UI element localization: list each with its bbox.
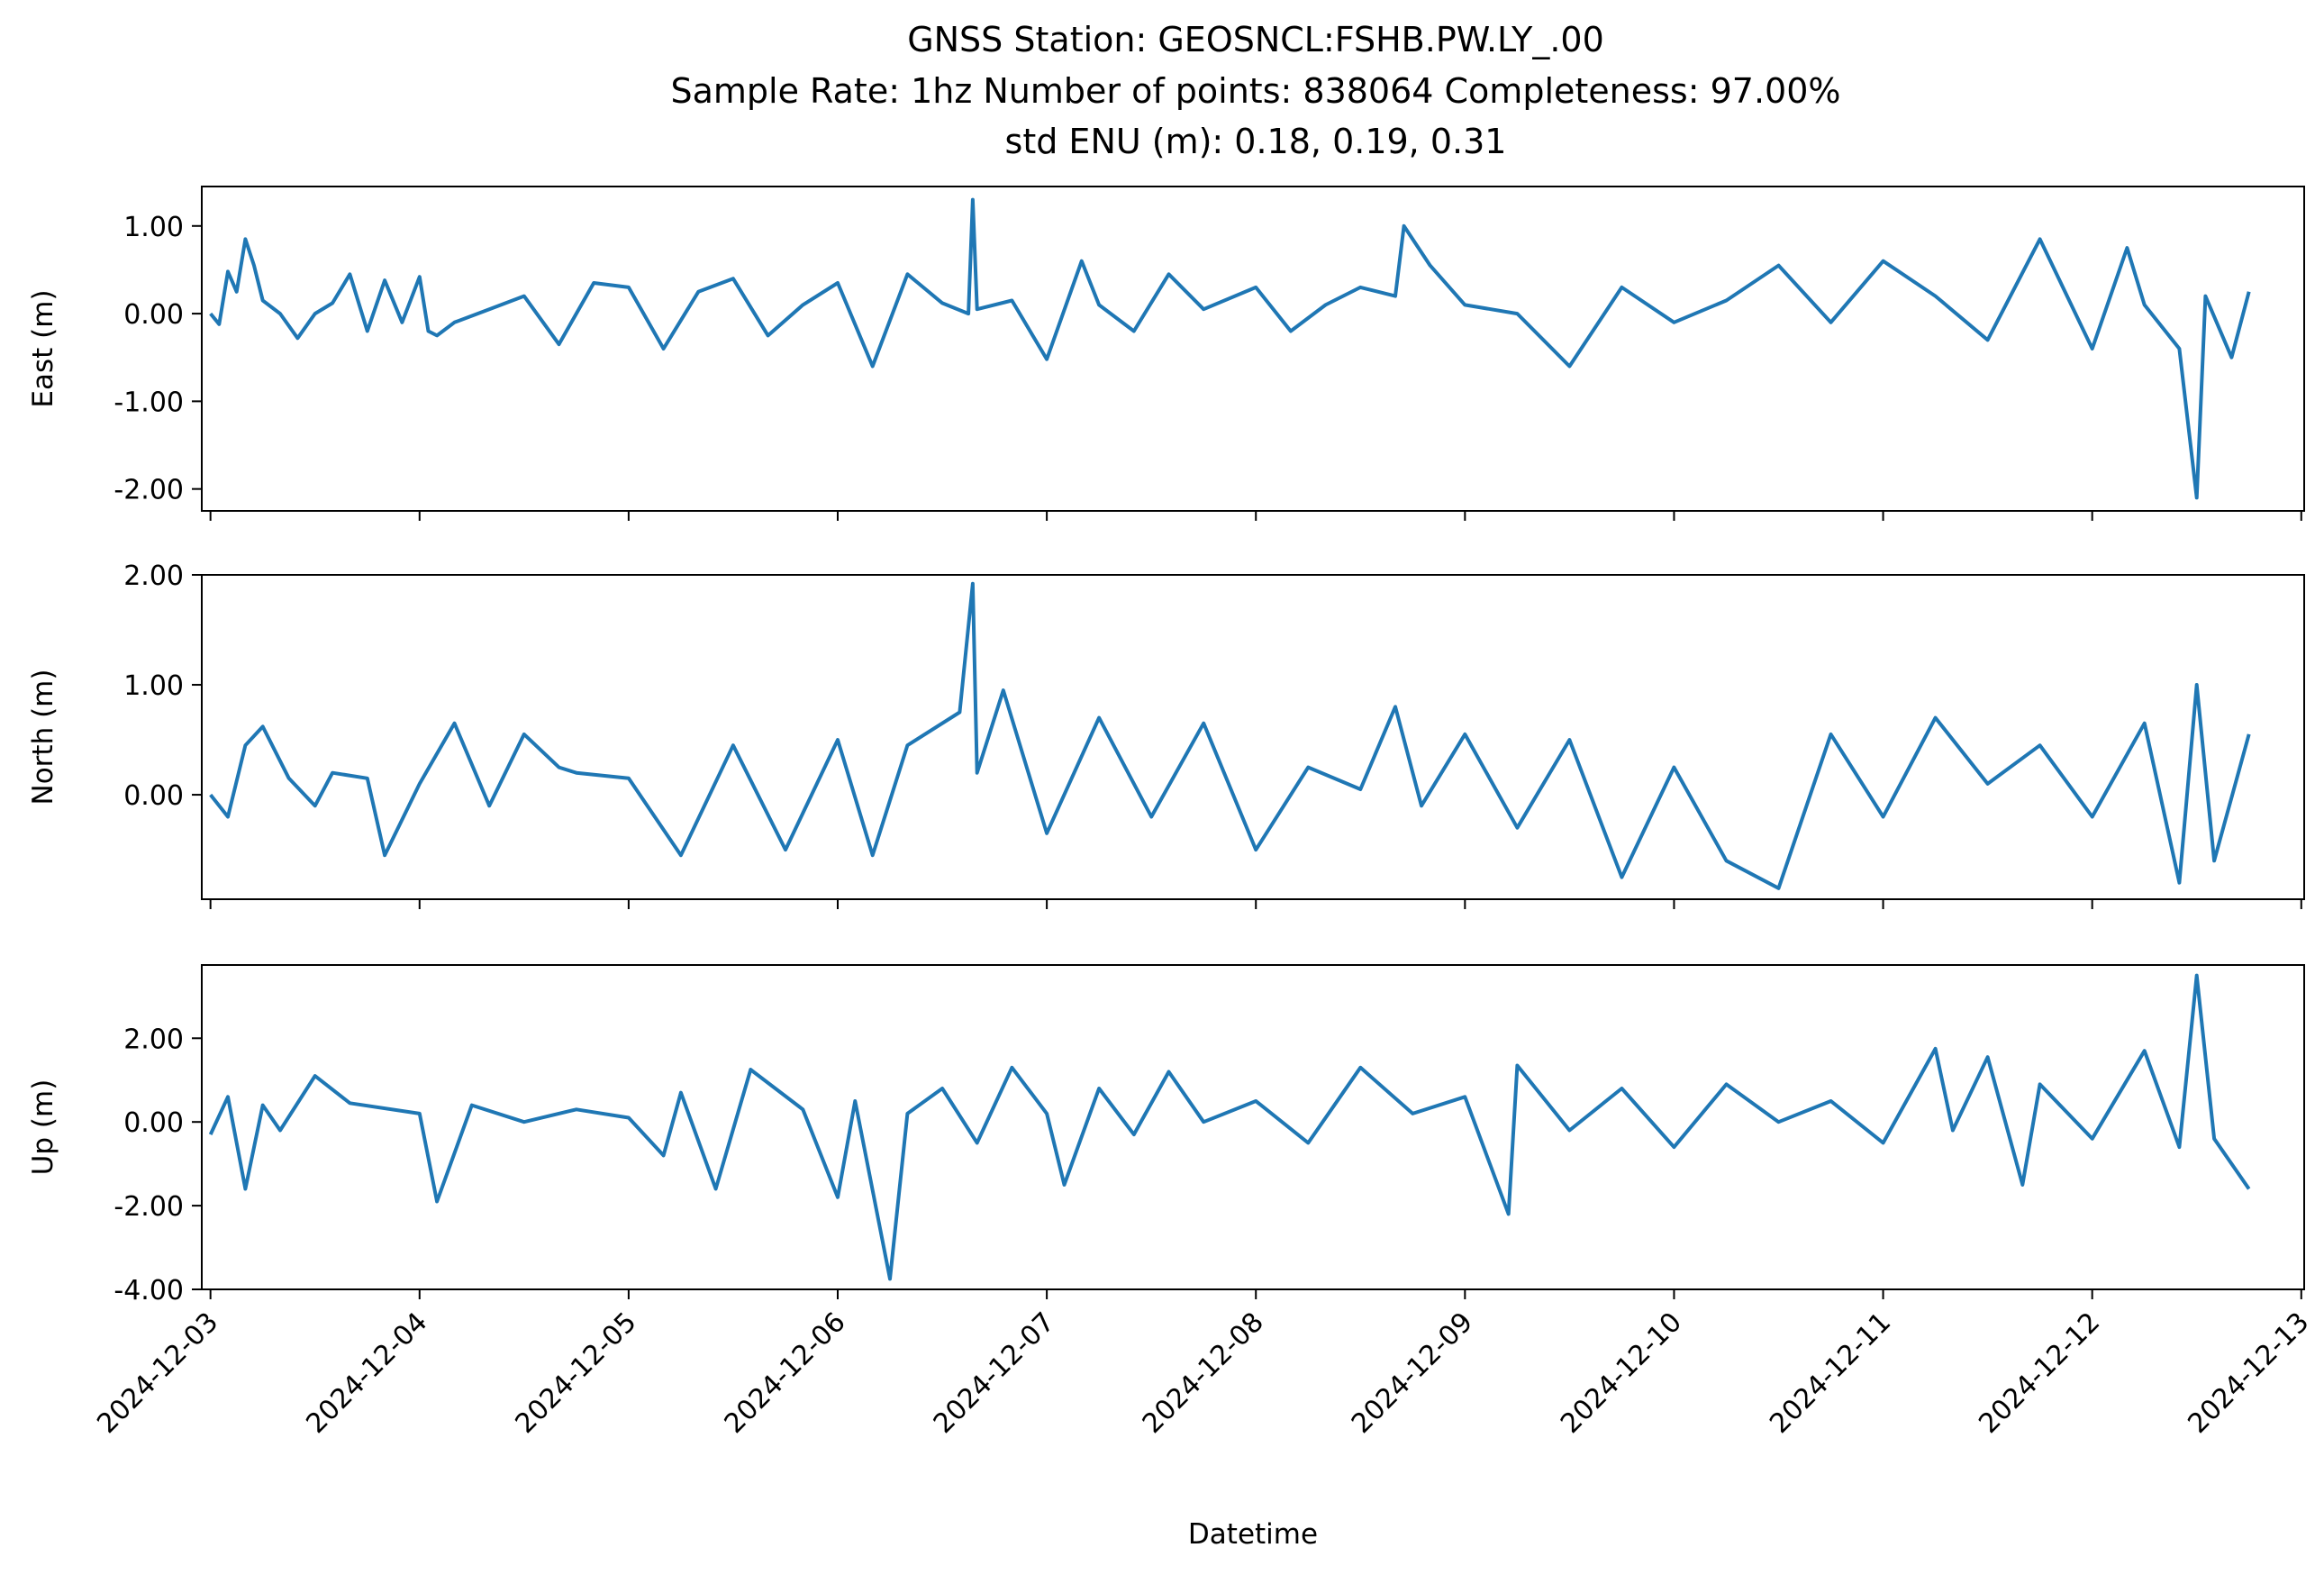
y-axis-label: East (m) — [27, 289, 59, 407]
axes-frame — [201, 964, 2305, 1290]
y-axis-label: North (m) — [27, 669, 59, 806]
axes-frame — [201, 574, 2305, 900]
y-tick-label: -2.00 — [113, 475, 184, 506]
y-tick-label: 0.00 — [123, 780, 184, 812]
y-tick-label: 1.00 — [123, 670, 184, 702]
series-line-1 — [209, 581, 2251, 890]
series-line-1 — [208, 973, 2251, 1281]
chart-title-line-2: Sample Rate: 1hz Number of points: 83806… — [671, 71, 1841, 111]
series-line-1 — [209, 197, 2251, 500]
y-tick-label: 1.00 — [123, 212, 184, 243]
y-axis-label: Up (m) — [27, 1079, 59, 1176]
x-axis-label: Datetime — [1188, 1518, 1318, 1551]
chart-title-line-1: GNSS Station: GEOSNCL:FSHB.PW.LY_.00 — [907, 20, 1604, 59]
y-tick-label: -4.00 — [113, 1275, 184, 1306]
subplot-2: 2.00 1.00 0.00 North (m) — [27, 560, 2305, 909]
y-tick-label: -2.00 — [113, 1191, 184, 1223]
axes-frame — [201, 186, 2305, 512]
y-tick-label: 2.00 — [123, 1024, 184, 1055]
y-tick-label: 0.00 — [123, 299, 184, 331]
y-tick-label: 2.00 — [123, 560, 184, 592]
chart-title-line-3: std ENU (m): 0.18, 0.19, 0.31 — [1005, 122, 1507, 161]
y-tick-label: -1.00 — [113, 387, 184, 418]
subplot-1: 1.00 0.00 -1.00 -2.00 East (m) — [27, 186, 2305, 521]
y-tick-label: 0.00 — [123, 1107, 184, 1139]
